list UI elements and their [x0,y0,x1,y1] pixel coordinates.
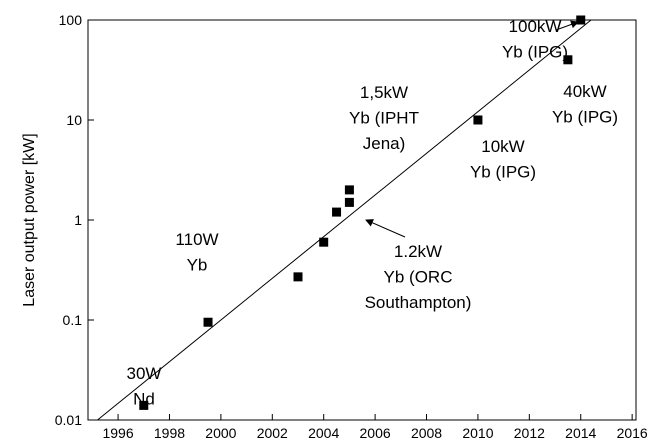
plot-frame [87,19,637,421]
x-tick-label: 2000 [205,425,236,441]
y-axis-label: Laser output power [kW] [21,133,38,306]
x-tick-label: 2010 [462,425,493,441]
annotation: 1.2kW [394,242,442,261]
annotation: 30W [127,364,162,383]
data-point [344,185,354,195]
annotation: Jena) [363,134,406,153]
data-point [332,207,342,217]
data-point [139,400,149,410]
x-tick-label: 2006 [360,425,391,441]
y-tick-label: 0.01 [55,412,82,428]
y-tick-label: 1 [74,212,82,228]
annotation: Southampton) [365,293,472,312]
data-point [319,237,329,247]
y-tick-label: 100 [59,12,83,28]
y-tick-label: 0.1 [63,312,83,328]
x-tick-label: 2012 [514,425,545,441]
x-tick-label: 1998 [154,425,185,441]
arrow [555,20,579,31]
data-point [203,317,213,327]
trend-line [97,19,592,421]
data-point [293,272,303,282]
x-tick-label: 2004 [308,425,339,441]
data-point [576,15,586,25]
data-point [344,197,354,207]
annotation: 110W [175,230,218,249]
x-tick-label: 2008 [411,425,442,441]
annotation: Yb (IPG) [552,108,618,127]
annotation: 1,5kW [360,83,408,102]
annotation: Yb (ORC [384,268,453,287]
annotation: Yb (IPG) [470,163,536,182]
annotation: Yb [187,256,208,275]
x-tick-label: 2016 [617,425,648,441]
annotation: 10kW [481,137,524,156]
annotation: Nd [133,390,155,409]
data-point [473,115,483,125]
annotation: Yb (IPHT [349,109,419,128]
x-tick-label: 2014 [565,425,596,441]
x-tick-label: 2002 [257,425,288,441]
annotation: Yb (IPG) [502,43,568,62]
annotation: 40kW [563,82,606,101]
x-tick-label: 1996 [102,425,133,441]
arrow [365,219,406,238]
annotation: 100kW [509,17,562,36]
data-point [563,55,573,65]
y-tick-label: 10 [66,112,82,128]
